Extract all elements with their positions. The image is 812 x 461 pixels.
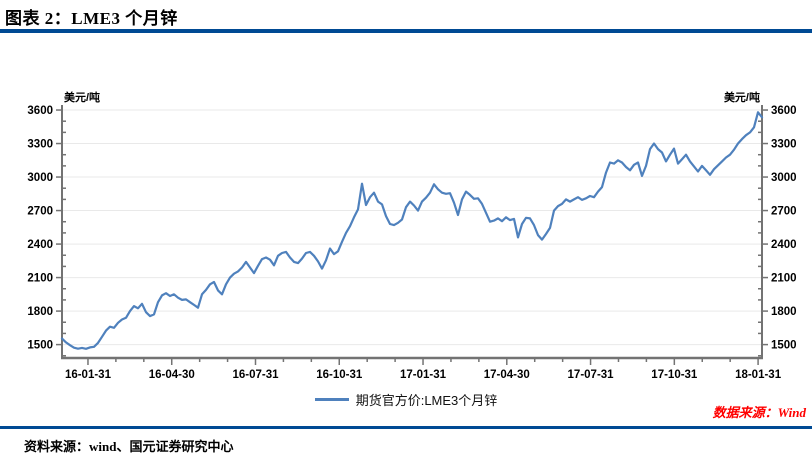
y-axis-tick-label: 3300 xyxy=(771,139,797,151)
y-axis-tick-label: 2700 xyxy=(27,206,53,218)
title-underline-rule xyxy=(0,29,812,33)
y-axis-tick-label: 3000 xyxy=(27,172,53,184)
legend-series-label: 期货官方价:LME3个月锌 xyxy=(355,393,498,408)
y-axis-tick-label: 3300 xyxy=(27,139,53,151)
y-axis-tick-label: 2100 xyxy=(27,273,53,285)
chart-legend: 期货官方价:LME3个月锌 xyxy=(0,390,812,409)
footer-source-note: 资料来源：wind、国元证券研究中心 xyxy=(24,439,234,454)
legend-line-swatch xyxy=(314,398,349,401)
x-axis-tick-label: 17-07-31 xyxy=(568,369,615,381)
y-axis-unit-label-left: 美元/吨 xyxy=(64,90,100,104)
x-axis-tick-label: 17-10-31 xyxy=(651,369,698,381)
y-axis-tick-label: 2100 xyxy=(771,273,797,285)
y-axis-tick-label: 1800 xyxy=(771,306,797,318)
x-axis-tick-label: 16-01-31 xyxy=(65,369,112,381)
x-axis-tick-label: 16-04-30 xyxy=(149,369,195,381)
y-axis-tick-label: 3600 xyxy=(27,105,53,117)
zinc-price-line-chart: 1500 1500 1800 1800 2100 2100 2400 2400 2700 2700… xyxy=(27,90,797,381)
y-axis-tick-label: 1800 xyxy=(27,306,53,318)
data-source-note: 数据来源：Wind xyxy=(712,405,806,420)
y-axis-tick-label: 2700 xyxy=(771,206,797,218)
y-axis-tick-label: 1500 xyxy=(27,340,53,352)
x-axis-tick-label: 17-01-31 xyxy=(400,369,447,381)
y-axis-tick-label: 2400 xyxy=(27,239,53,251)
price-line-series xyxy=(60,111,764,350)
x-axis-tick-label: 16-07-31 xyxy=(232,369,279,381)
y-axis-tick-label: 3600 xyxy=(771,105,797,117)
x-axis-tick-label: 17-04-30 xyxy=(484,369,530,381)
y-axis-tick-label: 2400 xyxy=(771,239,797,251)
y-axis-tick-label: 1500 xyxy=(771,340,797,352)
footer-rule xyxy=(0,426,812,429)
y-axis-tick-label: 3000 xyxy=(771,172,797,184)
x-axis-tick-label: 16-10-31 xyxy=(316,369,363,381)
figure-title: 图表 2：LME3 个月锌 xyxy=(5,9,178,28)
y-axis-unit-label-right: 美元/吨 xyxy=(724,90,760,104)
x-axis-tick-label: 18-01-31 xyxy=(735,369,782,381)
